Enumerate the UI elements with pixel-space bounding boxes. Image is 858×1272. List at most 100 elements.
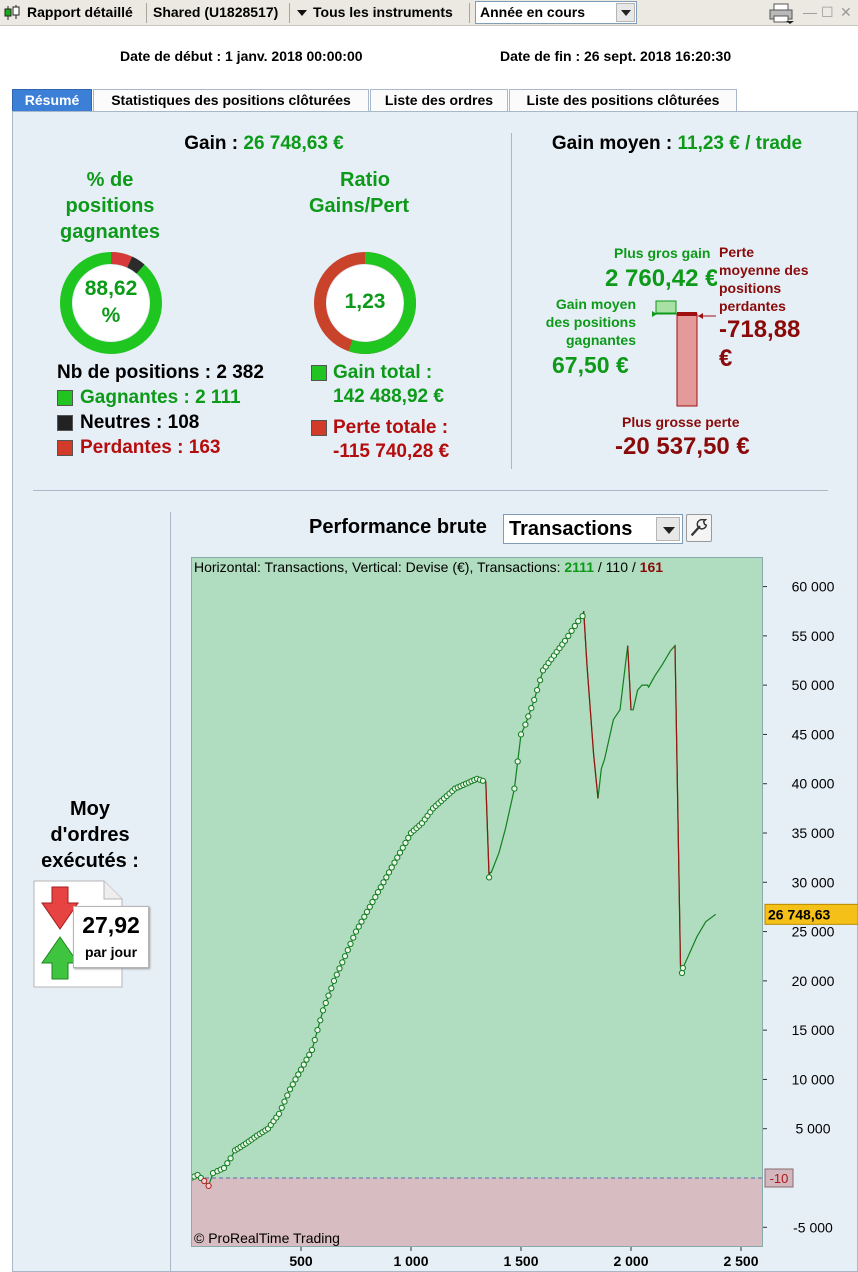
instruments-selector[interactable]: Tous les instruments (313, 4, 453, 20)
dropdown-arrow-icon[interactable] (616, 3, 635, 22)
total-loss-value: -115 740,28 € (333, 441, 450, 462)
trade-marker (385, 869, 393, 876)
trade-marker (336, 965, 343, 972)
trade-marker (308, 1046, 316, 1053)
trade-marker (322, 999, 329, 1007)
tab-closed-positions-stats[interactable]: Statistiques des positions clôturées (93, 89, 369, 111)
trade-marker (531, 696, 538, 703)
maximize-icon[interactable]: ☐ (821, 4, 834, 20)
period-select[interactable]: Année en cours (475, 1, 637, 24)
trade-marker (383, 874, 390, 881)
trade-marker (514, 758, 521, 765)
printer-icon[interactable] (768, 2, 796, 24)
avg-loss-value-line: € (719, 345, 733, 372)
win-percentage-donut (60, 252, 162, 354)
win-percentage-title-line: % de (86, 169, 134, 191)
total-loss-label: Perte totale : (333, 417, 449, 438)
tab-resume[interactable]: Résumé (12, 89, 92, 111)
avg-loss-label-line: positions (719, 280, 782, 296)
avg-loss-label-line: Perte (719, 244, 755, 260)
toolbar-separator (289, 3, 290, 23)
avg-gain-loss-diagram (652, 300, 716, 407)
ratio-title: Ratio Gains/Pert (300, 167, 430, 219)
chart-info-sep: / (628, 559, 640, 575)
win-percentage-value: 88,62 (84, 277, 138, 300)
x-axis-tick-label: 1 000 (393, 1253, 428, 1269)
trade-marker (278, 1104, 285, 1111)
trade-marker (339, 959, 346, 966)
total-gain-value: 142 488,92 € (333, 386, 444, 407)
start-date: Date de début : 1 janv. 2018 00:00:00 (120, 48, 363, 64)
trade-marker (479, 777, 486, 784)
account-selector[interactable]: Shared (U1828517) (153, 4, 279, 20)
donut-loss-arc (110, 252, 133, 268)
trade-marker (220, 1165, 228, 1172)
trade-marker (306, 1051, 313, 1058)
trade-marker (380, 879, 387, 886)
chevron-down-icon[interactable] (296, 9, 308, 17)
chart-copyright: © ProRealTime Trading (194, 1230, 340, 1246)
trade-marker (330, 977, 338, 984)
chart-info-line: Horizontal: Transactions, Vertical: Devi… (194, 559, 663, 575)
trade-marker (319, 1007, 327, 1014)
total-loss-icon (311, 420, 327, 436)
performance-chart[interactable]: Horizontal: Transactions, Vertical: Devi… (191, 557, 763, 1247)
trade-marker (303, 1056, 310, 1063)
trade-marker (388, 864, 395, 871)
y-axis-tick-label: 40 000 (792, 776, 835, 792)
dropdown-arrow-icon[interactable] (656, 517, 680, 541)
trade-marker (350, 934, 357, 941)
toolbar: Rapport détaillé Shared (U1828517) Tous … (0, 0, 858, 26)
avg-win-bar (655, 300, 677, 314)
trade-marker (575, 618, 582, 625)
trade-marker (678, 969, 686, 977)
trade-marker (528, 705, 535, 712)
trade-marker (366, 903, 373, 910)
gain-value: 26 748,63 € (243, 133, 344, 154)
trade-marker (300, 1061, 307, 1068)
ratio-value: 1,23 (344, 290, 386, 313)
trade-marker (333, 971, 340, 978)
trade-marker (317, 1017, 324, 1024)
chart-mode-select[interactable]: Transactions (503, 514, 683, 544)
donut-neutral-arc (127, 256, 145, 274)
win-percentage-title-line: gagnantes (59, 221, 161, 243)
orders-value-card (73, 906, 149, 968)
chart-info-prefix: Horizontal: Transactions, Vertical: Devi… (194, 559, 564, 575)
toolbar-separator (469, 3, 470, 23)
tab-orders-list[interactable]: Liste des ordres (370, 89, 508, 111)
winners-count: Gagnantes : 2 111 (80, 387, 241, 408)
average-gain-value: 11,23 € / trade (677, 133, 803, 154)
y-axis-tick-label: 50 000 (792, 677, 835, 693)
chart-negative-zone (191, 1178, 763, 1247)
avg-loss-label: Perte moyenne des positions perdantes (719, 243, 808, 315)
biggest-loss-value: -20 537,50 € (615, 433, 750, 460)
avg-win-label: Gain moyen des positions gagnantes (526, 295, 636, 349)
avg-win-value: 67,50 € (552, 352, 629, 378)
y-axis-tick-label: 10 000 (792, 1071, 835, 1087)
win-percentage-title: % de positions gagnantes (40, 167, 180, 245)
trade-marker (363, 908, 371, 915)
tab-closed-positions-list[interactable]: Liste des positions clôturées (509, 89, 737, 111)
wrench-icon[interactable] (686, 514, 712, 542)
close-icon[interactable]: ✕ (840, 4, 852, 20)
candlestick-icon (4, 5, 20, 20)
equity-drop-segment (485, 781, 490, 878)
trade-marker (314, 1027, 321, 1034)
losers-count: Perdantes : 163 (80, 437, 221, 458)
trade-marker (568, 627, 575, 635)
chart-positive-zone (191, 557, 763, 1178)
biggest-gain-label: Plus gros gain (614, 245, 711, 261)
trade-marker (201, 1177, 208, 1185)
arrow-down-icon (41, 886, 79, 930)
chart-mode-select-value: Transactions (509, 518, 633, 540)
chart-info-loss: 161 (640, 559, 664, 575)
y-axis-tick-label: 35 000 (792, 825, 835, 841)
ratio-title-line: Gains/Pert (309, 195, 410, 217)
equity-drop-segment (593, 754, 599, 799)
x-axis-tick-label: 2 000 (613, 1253, 648, 1269)
trade-marker (402, 839, 409, 846)
avg-win-label-line: gagnantes (565, 332, 636, 348)
neutrals-legend-icon (57, 415, 73, 431)
minimize-icon[interactable]: — (803, 4, 817, 20)
